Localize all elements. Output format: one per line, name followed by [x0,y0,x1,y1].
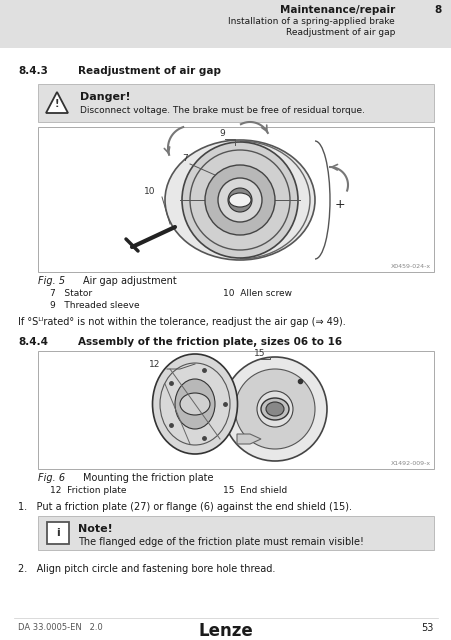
Text: 7: 7 [182,154,188,163]
Text: 9: 9 [219,129,225,138]
Text: 8: 8 [434,5,441,15]
Text: 2.   Align pitch circle and fastening bore hole thread.: 2. Align pitch circle and fastening bore… [18,564,275,574]
Ellipse shape [165,140,314,260]
Circle shape [222,357,326,461]
Text: DA 33.0005-EN   2.0: DA 33.0005-EN 2.0 [18,623,102,632]
Ellipse shape [175,379,215,429]
FancyBboxPatch shape [38,84,433,122]
Text: !: ! [55,99,59,109]
FancyBboxPatch shape [47,522,69,544]
Text: Air gap adjustment: Air gap adjustment [83,276,176,286]
Text: Disconnect voltage. The brake must be free of residual torque.: Disconnect voltage. The brake must be fr… [80,106,364,115]
Text: 7   Stator: 7 Stator [50,289,92,298]
Text: 15: 15 [253,349,265,358]
Text: +: + [334,198,345,211]
Text: 53: 53 [421,623,433,633]
Text: 8.4.3: 8.4.3 [18,66,48,76]
Circle shape [217,178,262,222]
Text: Mounting the friction plate: Mounting the friction plate [83,473,213,483]
Text: 12: 12 [149,360,161,369]
Ellipse shape [265,402,283,416]
Text: Readjustment of air gap: Readjustment of air gap [78,66,221,76]
Text: 9   Threaded sleeve: 9 Threaded sleeve [50,301,139,310]
Text: Note!: Note! [78,524,112,534]
Text: The flanged edge of the friction plate must remain visible!: The flanged edge of the friction plate m… [78,537,363,547]
Polygon shape [236,434,260,444]
Text: Lenze: Lenze [198,622,253,640]
Text: X0459-024-x: X0459-024-x [390,264,430,269]
Text: Fig. 6: Fig. 6 [38,473,65,483]
Circle shape [257,391,292,427]
Text: i: i [56,527,60,538]
Ellipse shape [152,354,237,454]
Text: If °Sᴸᴵrated° is not within the tolerance, readjust the air gap (⇒ 49).: If °Sᴸᴵrated° is not within the toleranc… [18,317,345,327]
Ellipse shape [179,393,210,415]
Circle shape [227,188,252,212]
Text: Assembly of the friction plate, sizes 06 to 16: Assembly of the friction plate, sizes 06… [78,337,341,347]
Text: 10: 10 [144,187,156,196]
FancyBboxPatch shape [38,516,433,550]
FancyBboxPatch shape [38,127,433,272]
Circle shape [182,142,297,258]
Ellipse shape [229,193,250,207]
Ellipse shape [260,398,288,420]
Text: 15  End shield: 15 End shield [222,486,287,495]
FancyBboxPatch shape [38,351,433,469]
Text: 8.4.4: 8.4.4 [18,337,48,347]
Circle shape [205,165,274,235]
Text: Maintenance/repair: Maintenance/repair [279,5,394,15]
Polygon shape [46,92,68,113]
Text: 12  Friction plate: 12 Friction plate [50,486,126,495]
Text: 10  Allen screw: 10 Allen screw [222,289,291,298]
Text: Readjustment of air gap: Readjustment of air gap [285,28,394,37]
Text: 1.   Put a friction plate (27) or flange (6) against the end shield (15).: 1. Put a friction plate (27) or flange (… [18,502,351,512]
FancyBboxPatch shape [0,0,451,48]
Text: Danger!: Danger! [80,92,130,102]
Text: X1492-009-x: X1492-009-x [390,461,430,466]
Text: Installation of a spring-applied brake: Installation of a spring-applied brake [228,17,394,26]
Text: Fig. 5: Fig. 5 [38,276,65,286]
Circle shape [235,369,314,449]
